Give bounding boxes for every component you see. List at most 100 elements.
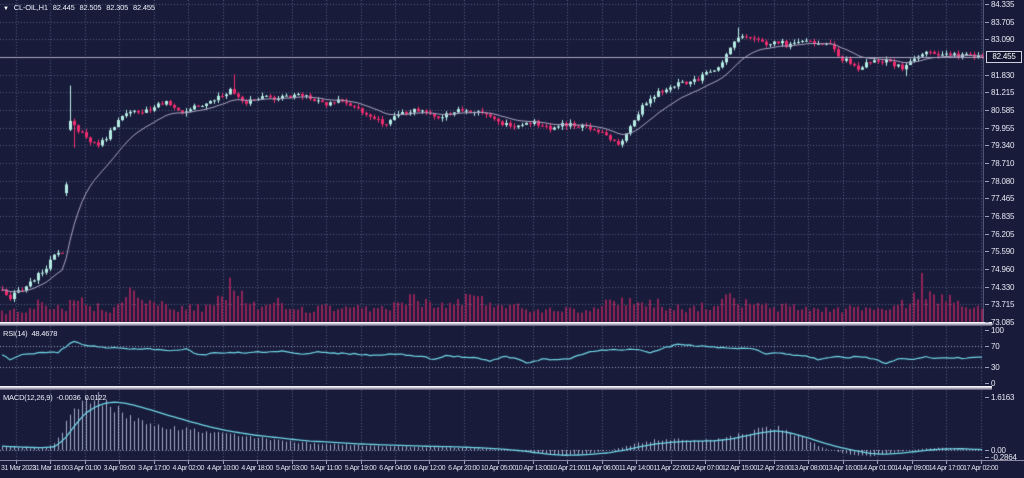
macd-axis-label: -0.2864 xyxy=(985,453,1017,462)
time-axis-tick xyxy=(739,461,740,464)
time-axis-label: 31 Mar 16:00 xyxy=(32,465,69,472)
time-axis-label: 5 Apr 11:00 xyxy=(310,465,342,472)
price-axis-label: 84.335 xyxy=(984,0,1015,9)
time-axis-label: 14 Apr 17:00 xyxy=(928,465,964,472)
price-axis-label: 73.085 xyxy=(984,318,1015,327)
price-axis-label: 78.080 xyxy=(984,177,1015,186)
macd-pane-header: MACD(12,26,9) -0.0036 0.0122 xyxy=(3,393,110,402)
rsi-name-label: RSI(14) xyxy=(3,329,28,338)
time-axis-tick xyxy=(188,461,189,464)
time-axis-label: 12 Apr 07:00 xyxy=(687,465,723,472)
rsi-axis-label: 70 xyxy=(985,342,1000,351)
time-axis-label: 10 Apr 13:00 xyxy=(515,465,551,472)
rsi-pane-header: RSI(14) 48.4678 xyxy=(3,329,61,338)
time-axis-tick xyxy=(946,461,947,464)
time-axis-tick xyxy=(533,461,534,464)
time-axis-tick xyxy=(912,461,913,464)
time-axis-label: 4 Apr 10:00 xyxy=(206,465,239,472)
close-value: 82.455 xyxy=(133,3,155,12)
high-value: 82.505 xyxy=(79,3,102,12)
time-axis-tick xyxy=(877,461,878,464)
time-axis-tick xyxy=(981,461,982,464)
low-value: 82.305 xyxy=(106,3,129,12)
time-axis-label: 6 Apr 04:00 xyxy=(379,465,411,472)
price-axis-label: 81.215 xyxy=(984,88,1015,97)
time-axis-label: 5 Apr 19:00 xyxy=(344,465,377,472)
rsi-current-value: 48.4678 xyxy=(31,329,58,338)
time-axis-label: 10 Apr 05:00 xyxy=(480,465,516,472)
rsi-axis-label: 30 xyxy=(985,363,1000,372)
open-value: 82.445 xyxy=(52,3,75,12)
time-axis-label: 4 Apr 02:00 xyxy=(172,465,205,472)
price-axis-label: 83.090 xyxy=(984,35,1015,44)
time-axis-tick xyxy=(154,461,155,464)
time-axis-label: 6 Apr 12:00 xyxy=(413,465,446,472)
symbol-period-label: CL-OIL,H1 xyxy=(13,3,48,12)
time-axis-tick xyxy=(636,461,637,464)
time-axis-tick xyxy=(567,461,568,464)
pane-splitter-main-rsi[interactable] xyxy=(0,322,992,326)
time-axis-tick xyxy=(257,461,258,464)
macd-axis-label: 1.6163 xyxy=(984,393,1015,402)
time-axis-label: 14 Apr 01:00 xyxy=(859,465,895,472)
price-axis-label: 78.710 xyxy=(984,159,1015,168)
current-price-badge: 82.455 xyxy=(986,51,1022,63)
time-axis-label: 11 Apr 06:00 xyxy=(584,465,619,472)
rsi-axis-label: 0 xyxy=(984,379,996,388)
rsi-axis-label: 100 xyxy=(985,326,1004,335)
time-axis-tick xyxy=(395,461,396,464)
time-axis-tick xyxy=(705,461,706,464)
time-axis-tick xyxy=(671,461,672,464)
time-axis-label: 17 Apr 02:00 xyxy=(963,465,999,472)
time-axis-label: 14 Apr 09:00 xyxy=(894,465,930,472)
time-axis-tick xyxy=(16,461,17,464)
time-axis-tick xyxy=(602,461,603,464)
time-axis-label: 3 Apr 01:00 xyxy=(69,465,101,472)
price-axis: 82.455 84.335 83.705 83.090 81.830 81.215 80.… xyxy=(984,0,1024,478)
time-axis-label: 4 Apr 18:00 xyxy=(241,465,273,472)
price-axis-label: 75.590 xyxy=(984,247,1015,256)
time-axis-tick xyxy=(223,461,224,464)
price-axis-label: 74.960 xyxy=(984,265,1015,274)
time-axis-tick xyxy=(808,461,809,464)
price-axis-label: 73.715 xyxy=(984,300,1015,309)
macd-indicator-area[interactable] xyxy=(0,390,984,460)
price-axis-label: 80.585 xyxy=(984,106,1015,115)
price-axis-label: 77.465 xyxy=(984,194,1015,203)
time-axis-tick xyxy=(498,461,499,464)
time-axis-label: 12 Apr 15:00 xyxy=(721,465,757,472)
time-axis-label: 13 Apr 08:00 xyxy=(790,465,826,472)
time-axis-tick xyxy=(464,461,465,464)
price-axis-label: 81.830 xyxy=(984,71,1015,80)
time-axis-label: 11 Apr 14:00 xyxy=(618,465,654,472)
time-axis-label: 6 Apr 20:00 xyxy=(448,465,480,472)
time-axis-tick xyxy=(326,461,327,464)
time-axis-divider xyxy=(0,460,1024,461)
macd-current-value: -0.0036 xyxy=(56,393,81,402)
time-axis-tick xyxy=(361,461,362,464)
price-axis-label: 76.205 xyxy=(984,230,1015,239)
chart-ohlc-header: ▼ CL-OIL,H1 82.445 82.505 82.305 82.455 xyxy=(3,3,160,12)
time-axis-tick xyxy=(774,461,775,464)
time-axis-tick xyxy=(429,461,430,464)
pane-splitter-rsi-macd[interactable] xyxy=(0,386,992,390)
rsi-indicator-area[interactable] xyxy=(0,326,984,386)
macd-signal-value: 0.0122 xyxy=(84,393,107,402)
price-axis-label: 83.705 xyxy=(984,18,1015,27)
macd-axis-label: 0.00 xyxy=(985,446,1006,455)
time-axis: 31 Mar 2023 31 Mar 16:00 3 Apr 01:00 3 Apr … xyxy=(0,461,1024,478)
time-axis-label: 11 Apr 22:00 xyxy=(653,465,688,472)
time-axis-tick xyxy=(119,461,120,464)
time-axis-label: 31 Mar 2023 xyxy=(1,465,36,472)
price-axis-label: 74.330 xyxy=(984,283,1015,292)
one-click-trading-arrow-icon[interactable]: ▼ xyxy=(3,6,9,12)
time-axis-tick xyxy=(85,461,86,464)
price-axis-label: 79.340 xyxy=(984,141,1015,150)
time-axis-label: 3 Apr 17:00 xyxy=(138,465,170,472)
price-axis-label: 76.835 xyxy=(984,212,1015,221)
time-axis-tick xyxy=(50,461,51,464)
time-axis-label: 10 Apr 21:00 xyxy=(549,465,585,472)
macd-name-label: MACD(12,26,9) xyxy=(3,393,53,402)
price-chart-area[interactable] xyxy=(0,0,984,322)
